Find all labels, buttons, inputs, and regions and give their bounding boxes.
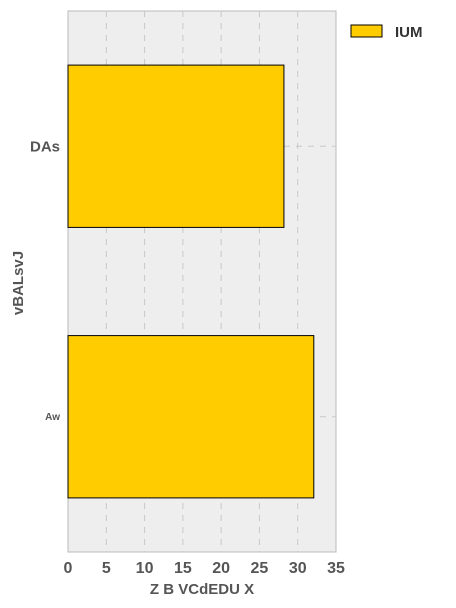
y-tick-label: DAs — [30, 138, 60, 155]
bar — [67, 64, 285, 228]
bars — [67, 64, 315, 499]
legend-label: IUM — [395, 24, 423, 41]
x-tick-label: 10 — [136, 560, 154, 577]
x-tick-label: 20 — [212, 560, 230, 577]
x-tick-label: 0 — [64, 560, 73, 577]
legend-swatch — [350, 24, 383, 38]
x-tick-label: 30 — [289, 560, 307, 577]
x-tick-labels: 0 5 10 15 20 25 30 35 — [64, 560, 345, 577]
x-tick-label: 35 — [327, 560, 345, 577]
y-tick-label: Aw — [45, 412, 60, 423]
bar — [67, 335, 315, 499]
x-tick-label: 5 — [102, 560, 111, 577]
x-tick-label: 15 — [174, 560, 192, 577]
y-tick-labels: DAs Aw — [30, 138, 60, 423]
x-axis-title: Z B VCdEDU X — [150, 581, 254, 598]
y-axis-title: vBALsvJ — [10, 251, 27, 315]
x-tick-label: 25 — [251, 560, 269, 577]
legend: IUM — [350, 24, 423, 41]
